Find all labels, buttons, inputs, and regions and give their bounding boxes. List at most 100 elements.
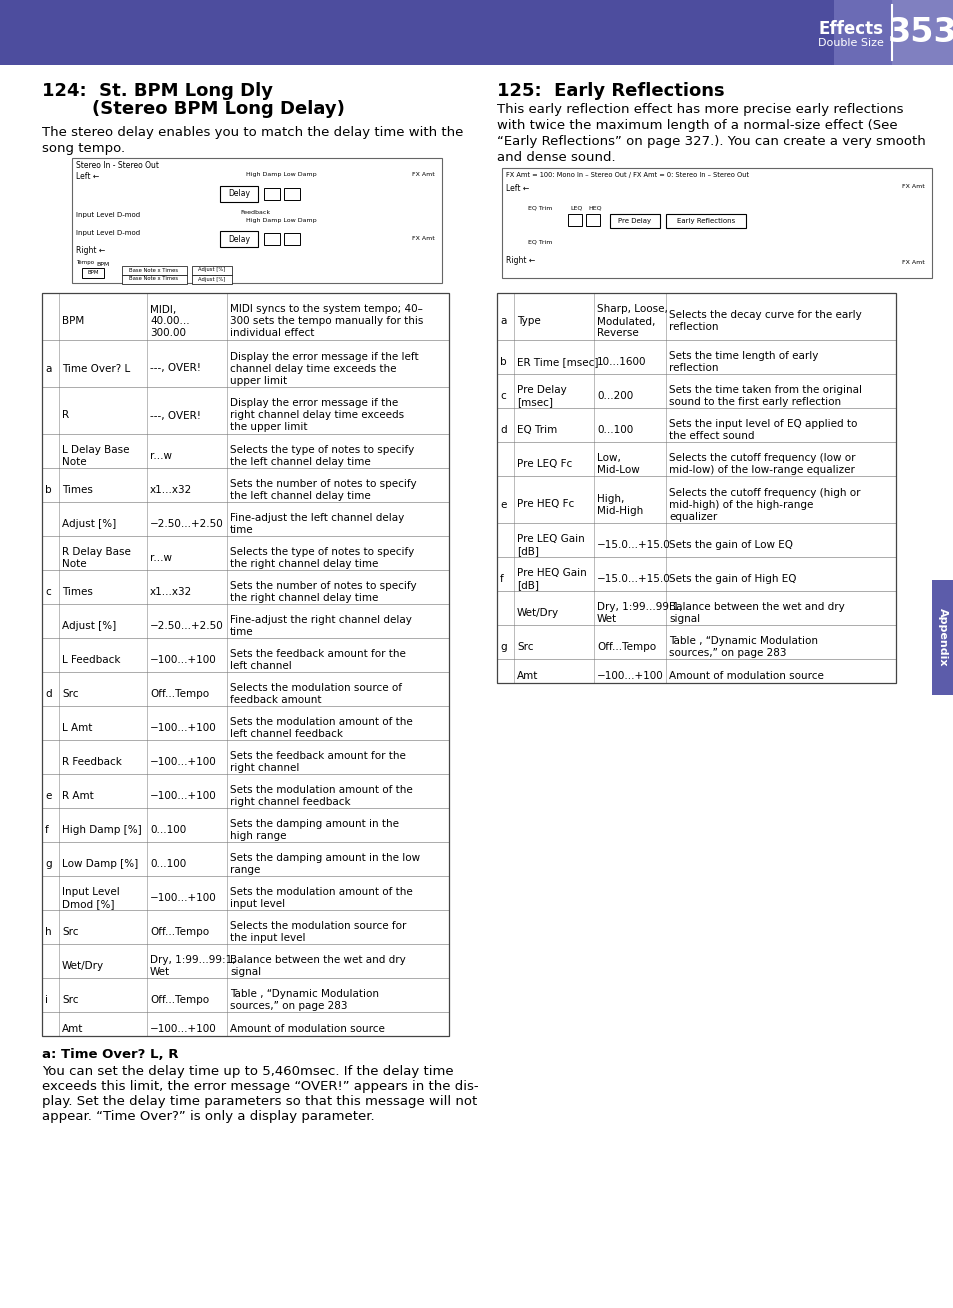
Text: BPM: BPM: [62, 317, 84, 327]
Text: Table , “Dynamic Modulation: Table , “Dynamic Modulation: [230, 989, 378, 999]
Text: Right ←: Right ←: [76, 246, 105, 255]
Text: song tempo.: song tempo.: [42, 143, 125, 156]
Text: FX Amt: FX Amt: [901, 260, 923, 266]
Bar: [192, 266, 232, 275]
Text: c: c: [499, 391, 505, 402]
Text: This early reflection effect has more precise early reflections: This early reflection effect has more pr…: [497, 103, 902, 116]
Bar: [42, 774, 449, 808]
Bar: [833, 0, 953, 65]
Text: g: g: [45, 859, 51, 869]
Text: Delay: Delay: [228, 234, 250, 243]
Text: 353: 353: [887, 16, 953, 48]
Text: −100...+100: −100...+100: [150, 791, 216, 800]
Bar: [609, 215, 659, 228]
Bar: [284, 188, 299, 200]
Text: R Feedback: R Feedback: [62, 757, 122, 766]
Bar: [42, 638, 449, 672]
Text: Display the error message if the left: Display the error message if the left: [230, 352, 418, 361]
Text: “Early Reflections” on page 327.). You can create a very smooth: “Early Reflections” on page 327.). You c…: [497, 135, 924, 148]
Text: MIDI syncs to the system tempo; 40–: MIDI syncs to the system tempo; 40–: [230, 305, 422, 314]
Bar: [42, 842, 449, 876]
Text: sound to the first early reflection: sound to the first early reflection: [668, 398, 841, 407]
Bar: [71, 158, 441, 283]
Text: right channel feedback: right channel feedback: [230, 797, 351, 807]
Bar: [497, 408, 895, 442]
Bar: [192, 275, 232, 284]
Text: L Delay Base: L Delay Base: [62, 445, 130, 455]
Text: Pre HEQ Gain: Pre HEQ Gain: [517, 568, 586, 578]
Text: Pre Delay: Pre Delay: [517, 385, 566, 395]
Text: Amount of modulation source: Amount of modulation source: [230, 1024, 384, 1035]
Text: and dense sound.: and dense sound.: [497, 150, 615, 164]
Text: Wet: Wet: [597, 613, 617, 624]
Bar: [42, 536, 449, 570]
Text: 0...100: 0...100: [150, 825, 186, 835]
Text: the upper limit: the upper limit: [230, 422, 307, 433]
Text: FX Amt: FX Amt: [412, 171, 435, 177]
Text: a: a: [499, 317, 506, 327]
Text: LEQ: LEQ: [569, 205, 581, 211]
Bar: [122, 275, 187, 284]
Text: d: d: [499, 425, 506, 436]
Text: upper limit: upper limit: [230, 375, 287, 386]
Bar: [501, 167, 931, 279]
Text: Adjust [%]: Adjust [%]: [198, 276, 226, 281]
Text: Off...Tempo: Off...Tempo: [597, 642, 656, 651]
Text: L Amt: L Amt: [62, 723, 92, 732]
Text: range: range: [230, 865, 260, 875]
Text: Sets the modulation amount of the: Sets the modulation amount of the: [230, 887, 413, 897]
Text: high range: high range: [230, 831, 286, 841]
Text: Off...Tempo: Off...Tempo: [150, 689, 209, 698]
Text: You can set the delay time up to 5,460msec. If the delay time: You can set the delay time up to 5,460ms…: [42, 1065, 453, 1078]
Text: with twice the maximum length of a normal-size effect (See: with twice the maximum length of a norma…: [497, 119, 897, 132]
Bar: [82, 268, 104, 279]
Text: Amt: Amt: [517, 671, 537, 681]
Bar: [42, 944, 449, 978]
Text: −100...+100: −100...+100: [597, 671, 663, 681]
Text: reflection: reflection: [668, 323, 718, 332]
Text: time: time: [230, 525, 253, 535]
Text: Pre Delay: Pre Delay: [618, 218, 651, 224]
Text: f: f: [499, 574, 503, 583]
Bar: [264, 233, 280, 245]
Text: equalizer: equalizer: [668, 511, 717, 522]
Bar: [665, 215, 745, 228]
Text: Reverse: Reverse: [597, 328, 639, 339]
Text: Dmod [%]: Dmod [%]: [62, 899, 114, 909]
Text: Off...Tempo: Off...Tempo: [150, 995, 209, 1005]
Text: Appendix: Appendix: [937, 608, 947, 667]
Text: Pre HEQ Fc: Pre HEQ Fc: [517, 500, 574, 510]
Text: Dry, 1:99...99:1,: Dry, 1:99...99:1,: [597, 602, 682, 612]
Text: play. Set the delay time parameters so that this message will not: play. Set the delay time parameters so t…: [42, 1095, 477, 1108]
Text: c: c: [45, 587, 51, 596]
Text: ER Time [msec]: ER Time [msec]: [517, 357, 598, 368]
Bar: [42, 740, 449, 774]
Bar: [567, 215, 581, 226]
Text: −15.0...+15.0: −15.0...+15.0: [597, 540, 670, 549]
Text: signal: signal: [668, 613, 700, 624]
Text: individual effect: individual effect: [230, 328, 314, 339]
Text: 300.00: 300.00: [150, 328, 186, 339]
Text: 10...1600: 10...1600: [597, 357, 646, 368]
Bar: [497, 625, 895, 659]
Text: Dry, 1:99...99:1,: Dry, 1:99...99:1,: [150, 955, 235, 965]
Text: Delay: Delay: [228, 190, 250, 199]
Text: mid-low) of the low-range equalizer: mid-low) of the low-range equalizer: [668, 466, 854, 475]
Text: Effects: Effects: [818, 20, 883, 38]
Text: Wet: Wet: [150, 967, 170, 977]
Bar: [497, 293, 895, 340]
Text: Sets the feedback amount for the: Sets the feedback amount for the: [230, 649, 405, 659]
Text: Low,: Low,: [597, 453, 620, 463]
Text: HEQ: HEQ: [587, 205, 601, 211]
Text: Base Note x Times: Base Note x Times: [130, 268, 178, 272]
Text: Input Level: Input Level: [62, 887, 120, 897]
Text: Stereo In - Stereo Out: Stereo In - Stereo Out: [76, 161, 159, 170]
Text: Balance between the wet and dry: Balance between the wet and dry: [668, 602, 843, 612]
Text: the right channel delay time: the right channel delay time: [230, 593, 378, 603]
Text: f: f: [45, 825, 49, 835]
Text: b: b: [499, 357, 506, 368]
Text: (Stereo BPM Long Delay): (Stereo BPM Long Delay): [42, 99, 345, 118]
Text: Input Level D-mod: Input Level D-mod: [76, 230, 140, 235]
Text: a: Time Over? L, R: a: Time Over? L, R: [42, 1048, 178, 1061]
Text: x1...x32: x1...x32: [150, 485, 193, 494]
